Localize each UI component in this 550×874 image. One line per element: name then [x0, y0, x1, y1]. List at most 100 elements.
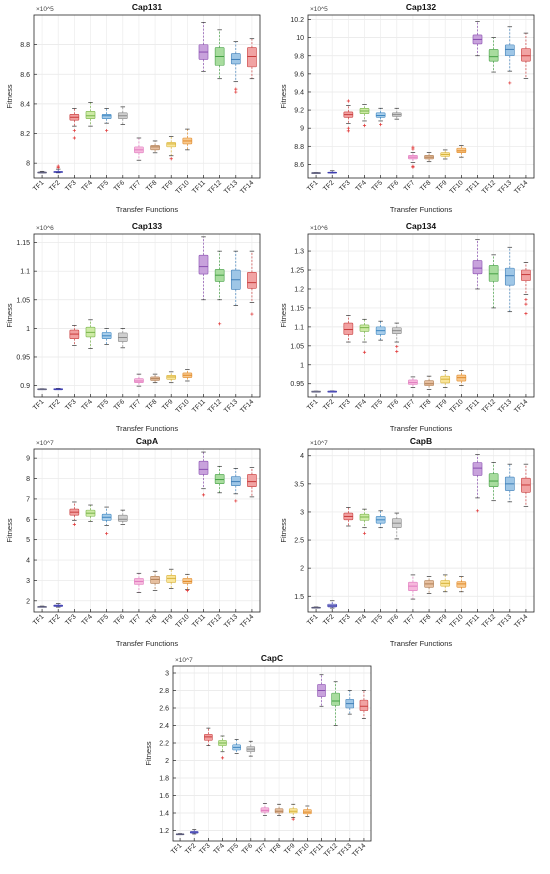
y-tick-label: 9.2	[294, 108, 304, 115]
x-tick-label: TF7	[129, 179, 143, 193]
plot-frame	[33, 14, 261, 179]
box-tf3	[343, 315, 354, 343]
x-tick-label: TF12	[481, 613, 497, 629]
x-tick-label: TF13	[497, 398, 513, 414]
iqr-box	[504, 267, 515, 286]
iqr-box	[331, 692, 340, 706]
x-axis-label: Transfer Functions	[390, 424, 452, 433]
x-tick-label: TF7	[403, 613, 417, 627]
iqr-box	[150, 576, 160, 584]
x-tick-label: TF6	[113, 613, 127, 627]
outlier-point	[250, 312, 254, 316]
box-tf5	[101, 108, 112, 133]
plot-frame	[307, 233, 535, 398]
box-tf7	[408, 574, 418, 600]
y-tick-label: 2.2	[159, 741, 169, 748]
box-tf12	[488, 462, 499, 502]
box-tf13	[345, 690, 355, 715]
x-tick-label: TF14	[239, 179, 255, 195]
x-tick-label: TF5	[97, 179, 111, 193]
iqr-box	[359, 699, 369, 711]
box-tf13	[504, 246, 515, 313]
iqr-box	[456, 581, 467, 588]
outlier-point	[220, 756, 225, 760]
box-tf9	[288, 803, 298, 821]
x-tick-label: TF1	[32, 179, 46, 193]
box-tf4	[85, 102, 96, 127]
box-tf1	[311, 606, 321, 609]
y-tick-label: 8.6	[20, 72, 30, 79]
box-tf12	[488, 254, 499, 309]
box-tf5	[101, 328, 112, 345]
box-tf6	[391, 107, 402, 120]
iqr-box	[230, 476, 241, 486]
iqr-box	[182, 578, 193, 584]
x-tick-label: TF12	[323, 842, 339, 858]
axis-exponent: ×10^5	[36, 6, 54, 13]
box-tf3	[343, 99, 354, 133]
box-tf5	[375, 510, 386, 529]
box-tf4	[359, 318, 370, 354]
iqr-box	[247, 474, 257, 487]
x-tick-label: TF11	[191, 398, 207, 414]
y-tick-label: 9.4	[294, 89, 304, 96]
axis-exponent: ×10^7	[175, 657, 193, 664]
x-tick-label: TF3	[338, 179, 352, 193]
outlier-point	[105, 531, 109, 536]
y-tick-label: 1.15	[290, 305, 304, 312]
box-tf2	[53, 388, 64, 391]
box-tf3	[69, 325, 80, 346]
x-tick-label: TF2	[322, 613, 336, 627]
x-tick-label: TF5	[97, 613, 111, 627]
box-tf7	[134, 572, 144, 593]
box-tf6	[117, 106, 128, 126]
x-tick-label: TF11	[191, 613, 207, 629]
x-axis-label: Transfer Functions	[116, 424, 178, 433]
x-tick-label: TF12	[481, 398, 497, 414]
x-tick-label: TF5	[227, 842, 241, 856]
x-tick-label: TF1	[32, 398, 46, 412]
x-tick-label: TF12	[207, 179, 223, 195]
box-tf2	[53, 603, 64, 608]
x-axis-label: Transfer Functions	[116, 205, 178, 214]
x-tick-label: TF12	[207, 613, 223, 629]
x-tick-label: TF10	[175, 398, 191, 414]
outlier-point	[362, 350, 367, 354]
iqr-box	[424, 380, 434, 386]
x-axis-label: Transfer Functions	[390, 639, 452, 648]
x-tick-label: TF11	[465, 179, 481, 195]
outlier-point	[291, 817, 295, 821]
y-tick-label: 0.95	[16, 354, 30, 361]
y-tick-label: 8.8	[294, 144, 304, 151]
x-tick-label: TF9	[161, 179, 175, 193]
y-tick-label: 4	[26, 558, 30, 565]
y-tick-label: 10	[296, 35, 304, 42]
iqr-box	[166, 575, 177, 583]
axis-exponent: ×10^6	[310, 225, 328, 232]
x-tick-label: TF11	[309, 842, 325, 858]
box-tf13	[230, 468, 241, 503]
iqr-box	[198, 254, 209, 275]
y-tick-label: 3	[165, 671, 169, 678]
x-tick-label: TF4	[80, 398, 94, 412]
x-tick-label: TF10	[295, 842, 311, 858]
x-tick-label: TF6	[113, 179, 127, 193]
x-tick-label: TF6	[387, 613, 401, 627]
box-tf10	[182, 573, 193, 593]
box-tf9	[166, 568, 177, 589]
box-tf11	[317, 674, 326, 707]
box-tf9	[440, 574, 451, 593]
box-tf1	[311, 172, 321, 174]
iqr-box	[521, 48, 531, 62]
outlier-point	[72, 522, 76, 526]
y-tick-label: 2	[165, 758, 169, 765]
x-tick-label: TF9	[161, 613, 175, 627]
box-tf4	[359, 104, 370, 128]
axis-exponent: ×10^7	[310, 440, 328, 447]
y-tick-label: 2	[300, 566, 304, 573]
x-tick-label: TF5	[371, 398, 385, 412]
y-tick-label: 8.4	[20, 101, 30, 108]
x-tick-label: TF1	[306, 398, 320, 412]
box-tf11	[198, 451, 209, 497]
